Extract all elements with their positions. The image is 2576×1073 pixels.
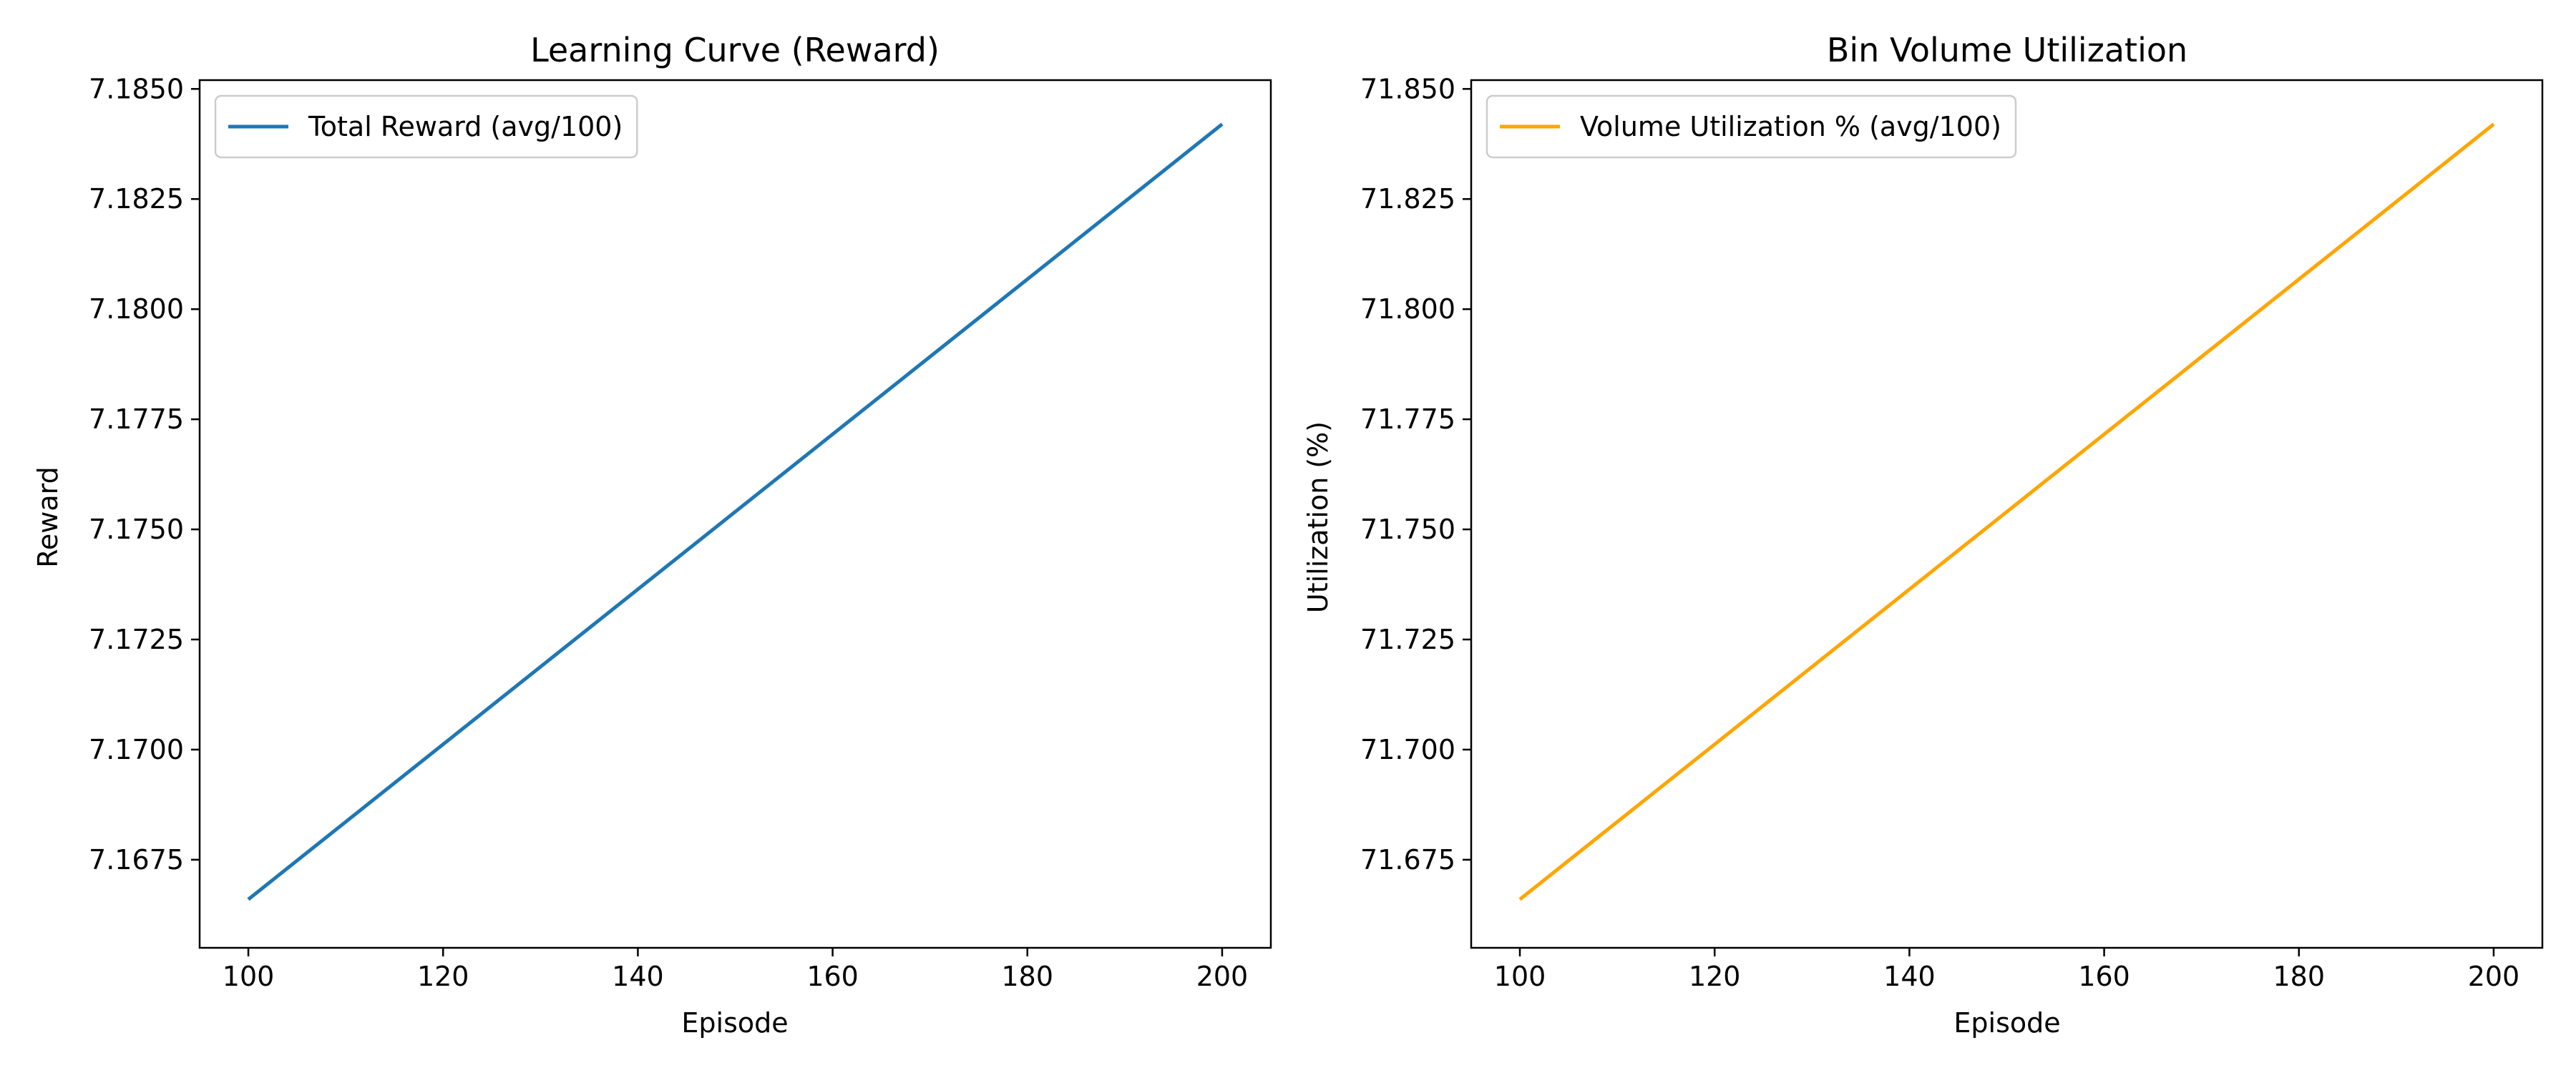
y-tick-label: 7.1800 <box>89 293 184 325</box>
x-tick-label: 180 <box>2273 961 2326 992</box>
legend: Volume Utilization % (avg/100) <box>1485 94 2017 159</box>
series-line-0 <box>247 122 1224 901</box>
x-tick-label: 120 <box>1689 961 1741 992</box>
plot-area: 100 120 140 160 180 200 71.675 71.700 71.725 71.7… <box>1360 73 2544 992</box>
y-tick-label: 7.1725 <box>89 624 184 655</box>
axes-frame <box>198 79 1272 949</box>
y-tick-label: 7.1700 <box>89 734 184 765</box>
y-tick-label: 71.775 <box>1360 403 1455 435</box>
y-tick-label: 7.1825 <box>89 183 184 215</box>
y-tick-label: 71.750 <box>1360 514 1455 545</box>
axes-frame <box>1470 79 2544 949</box>
utilization-chart: Bin Volume Utilization 100 120 140 160 180 20… <box>1302 31 2544 1039</box>
x-tick-label: 140 <box>1883 961 1936 992</box>
x-axis-label: Episode <box>1953 1007 2060 1039</box>
series-line-0 <box>1518 122 2495 901</box>
legend-box <box>1485 94 2017 159</box>
plot-area: 100 120 140 160 180 200 7.1675 7.1700 7.1725 7.17… <box>89 73 1272 992</box>
x-tick-label: 180 <box>1002 961 1054 992</box>
chart-title: Learning Curve (Reward) <box>530 31 940 69</box>
reward-chart: Learning Curve (Reward) 100 120 140 160 180 2… <box>32 31 1272 1039</box>
x-tick-label: 120 <box>417 961 469 992</box>
y-tick-label: 71.725 <box>1360 624 1455 655</box>
x-tick-label: 200 <box>2468 961 2520 992</box>
legend-label: Total Reward (avg/100) <box>308 111 623 142</box>
x-tick-label: 160 <box>2078 961 2130 992</box>
y-tick-label: 71.700 <box>1360 734 1455 765</box>
x-tick-label: 100 <box>223 961 275 992</box>
chart-title: Bin Volume Utilization <box>1827 31 2187 69</box>
y-tick-label: 7.1675 <box>89 844 184 876</box>
x-axis-label: Episode <box>681 1007 788 1039</box>
x-tick-label: 200 <box>1196 961 1249 992</box>
x-tick-label: 100 <box>1494 961 1546 992</box>
y-axis-label: Utilization (%) <box>1302 421 1334 613</box>
x-tick-label: 160 <box>806 961 859 992</box>
y-tick-label: 71.850 <box>1360 73 1455 104</box>
y-tick-label: 71.675 <box>1360 844 1455 876</box>
x-tick-label: 140 <box>612 961 664 992</box>
legend-label: Volume Utilization % (avg/100) <box>1580 111 2001 142</box>
legend-box <box>214 94 638 159</box>
legend: Total Reward (avg/100) <box>214 94 638 159</box>
y-tick-label: 7.1775 <box>89 403 184 435</box>
y-tick-label: 7.1850 <box>89 73 184 104</box>
y-tick-label: 7.1750 <box>89 514 184 545</box>
y-tick-label: 71.800 <box>1360 293 1455 325</box>
y-tick-label: 71.825 <box>1360 183 1455 215</box>
y-axis-label: Reward <box>32 466 64 568</box>
